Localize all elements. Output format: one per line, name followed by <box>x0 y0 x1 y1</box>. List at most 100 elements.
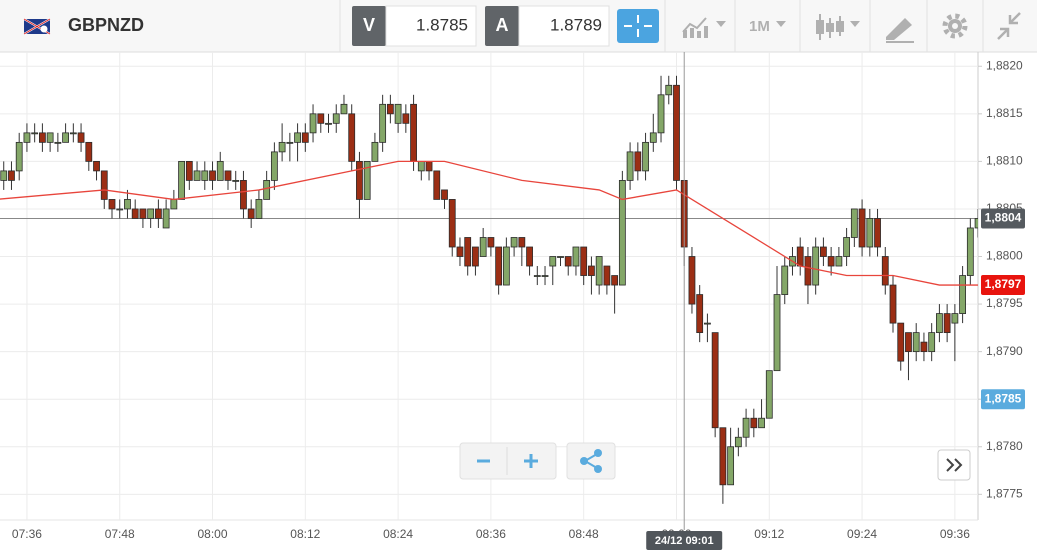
candle-body <box>433 170 441 200</box>
settings-button[interactable] <box>942 13 968 39</box>
candle-body <box>649 132 657 143</box>
candle-body <box>719 427 727 486</box>
y-tick-label: 1,8790 <box>986 344 1023 358</box>
candle-body <box>131 208 139 219</box>
candle-body <box>417 160 425 172</box>
candle-body <box>564 256 572 267</box>
scroll-right-button[interactable] <box>937 449 971 481</box>
candle-body <box>402 113 410 124</box>
candle-body <box>31 132 39 135</box>
interval[interactable]: 1M <box>749 18 770 35</box>
candle-body <box>897 322 905 362</box>
candle-body <box>704 322 711 325</box>
candle-body <box>386 103 394 115</box>
candle-body <box>812 246 820 286</box>
y-tick-label: 1,8815 <box>986 106 1023 120</box>
candle-body <box>441 189 448 200</box>
candle-body <box>696 294 704 334</box>
candle-body <box>15 141 23 172</box>
y-tick-label: 1,8795 <box>986 296 1023 310</box>
candle-body <box>309 113 317 134</box>
candle-body <box>247 208 255 219</box>
candle-body <box>77 132 85 143</box>
candle-body <box>286 141 294 144</box>
ask-price: 1.8789 <box>550 15 602 34</box>
candle-body <box>263 180 271 200</box>
candle-body <box>232 180 240 182</box>
candle-body <box>518 237 526 248</box>
candle-body <box>804 256 812 286</box>
crosshair-label-bg <box>646 531 723 550</box>
crosshair-button[interactable] <box>617 9 659 43</box>
bid-button[interactable] <box>352 6 386 46</box>
candle-body <box>8 170 15 181</box>
candle-body <box>526 246 533 267</box>
candle-body <box>154 208 162 219</box>
candle-body <box>742 417 750 438</box>
candle-body <box>456 246 464 257</box>
candle-body <box>46 132 54 143</box>
y-tick-label: 1,8810 <box>986 154 1023 168</box>
candle-body <box>642 141 649 172</box>
candle-body <box>657 94 665 134</box>
candle-body <box>634 151 642 172</box>
candle-body <box>580 246 588 276</box>
y-tick-label: 1,8775 <box>986 486 1023 500</box>
candle-body <box>750 417 758 429</box>
candle-body <box>618 180 626 286</box>
price-marker <box>981 208 1025 229</box>
candle-body <box>874 218 881 248</box>
candle-body <box>541 275 549 277</box>
candle-body <box>479 237 487 257</box>
candle-body <box>928 332 936 353</box>
collapse-button[interactable] <box>997 12 1021 40</box>
flag <box>23 18 51 35</box>
candle-body <box>69 132 77 135</box>
share-button[interactable] <box>566 442 616 480</box>
candle-body <box>201 170 209 181</box>
candle-body <box>835 256 843 267</box>
candle-body <box>170 199 178 210</box>
candle-body <box>603 265 611 286</box>
candle-body <box>178 160 185 200</box>
candle-body <box>966 227 974 276</box>
candle-body <box>626 151 634 181</box>
candle-body <box>294 132 301 143</box>
price-marker <box>981 389 1025 410</box>
candle-body <box>216 160 224 181</box>
zoom-in[interactable] <box>524 454 538 468</box>
candle-body <box>394 103 402 124</box>
candle-body <box>317 113 325 124</box>
candle-body <box>124 199 131 210</box>
candle-body <box>781 265 789 295</box>
candle-body <box>224 170 232 181</box>
x-tick-label: 08:48 <box>569 527 599 541</box>
x-tick-label: 07:48 <box>105 527 135 541</box>
candle-body <box>734 436 742 448</box>
candle-body <box>796 246 804 267</box>
candle-body <box>773 294 781 372</box>
ask-button[interactable] <box>485 6 519 46</box>
y-tick-label: 1,8820 <box>986 58 1023 72</box>
candle-body <box>843 237 851 257</box>
candle-body <box>371 141 379 162</box>
candle-body <box>943 313 951 334</box>
candle-body <box>711 332 719 429</box>
candle-body <box>255 199 263 219</box>
candle-style-button[interactable] <box>816 14 860 40</box>
candle-body <box>139 208 147 219</box>
ask-box <box>518 5 610 47</box>
candle-body <box>348 113 356 162</box>
candle-body <box>665 84 673 96</box>
candle-body <box>727 446 735 486</box>
zoom-controls <box>459 442 557 480</box>
price-marker-label: 1,8797 <box>985 277 1022 291</box>
candle-body <box>850 208 858 238</box>
candle-body <box>533 275 541 277</box>
candle-body <box>758 417 765 429</box>
chart-type-button[interactable] <box>682 17 726 38</box>
candle-body <box>951 313 959 324</box>
candle-body <box>38 132 46 143</box>
draw-button[interactable] <box>886 18 914 43</box>
candle-body <box>147 208 155 219</box>
